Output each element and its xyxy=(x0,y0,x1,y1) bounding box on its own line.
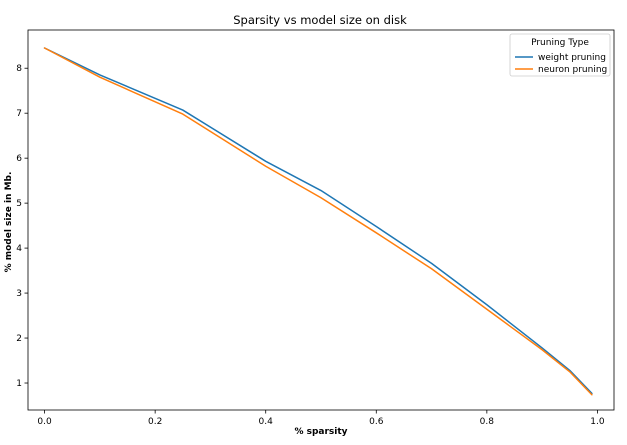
legend-label-1: weight pruning xyxy=(538,53,606,63)
x-tick-label: 1.0 xyxy=(590,417,605,427)
x-tick-label: 0.4 xyxy=(259,417,274,427)
y-tick-label: 8 xyxy=(16,64,22,74)
x-axis-label: % sparsity xyxy=(294,427,347,437)
y-tick-label: 7 xyxy=(16,109,22,119)
x-tick-label: 0.6 xyxy=(369,417,384,427)
plot-frame xyxy=(27,29,615,411)
x-tick-label: 0.8 xyxy=(480,417,495,427)
chart-title: Sparsity vs model size on disk xyxy=(233,13,407,27)
legend-label-2: neuron pruning xyxy=(538,65,607,75)
y-tick-label: 4 xyxy=(16,244,22,254)
y-axis-label: % model size in Mb. xyxy=(4,172,14,273)
x-tick-label: 0.2 xyxy=(148,417,162,427)
y-tick-label: 2 xyxy=(16,334,22,344)
x-tick-label: 0.0 xyxy=(37,417,52,427)
legend-box xyxy=(509,33,611,77)
series-line-1 xyxy=(43,47,593,395)
y-tick-label: 1 xyxy=(16,379,22,389)
y-tick-label: 5 xyxy=(16,199,22,209)
y-tick-label: 6 xyxy=(16,154,22,164)
legend-title: Pruning Type xyxy=(531,38,589,48)
y-tick-label: 3 xyxy=(16,289,22,299)
legend: Pruning Type weight pruning neuron pruning xyxy=(509,33,611,77)
plot-area: 0.0 0.2 0.4 0.6 0.8 1.0 1 2 3 4 5 6 7 8 xyxy=(16,29,615,427)
series-line-2 xyxy=(43,47,593,396)
